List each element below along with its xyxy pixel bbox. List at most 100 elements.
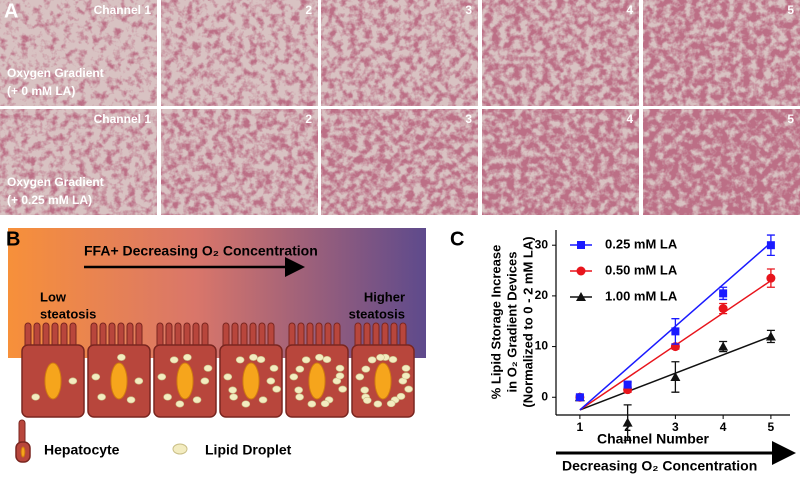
channel-label: 2 — [305, 3, 312, 17]
legend-label: 0.25 mM LA — [605, 236, 678, 251]
channel-label: 4 — [626, 3, 633, 17]
panel-label: C — [450, 228, 464, 250]
point — [576, 292, 586, 301]
lipid-droplet — [335, 364, 345, 372]
lipid-droplet — [269, 364, 279, 372]
x-arrow-label: Decreasing O₂ Concentration — [562, 458, 757, 474]
micrograph-texture — [0, 109, 157, 215]
lipid-droplet — [258, 396, 268, 404]
point — [577, 241, 585, 249]
y-axis-label: % Lipid Storage Increase — [488, 245, 503, 400]
point — [766, 241, 775, 250]
y-tick-label: 20 — [535, 288, 549, 302]
channel-label: Channel 1 — [94, 112, 152, 126]
lipid-droplet — [97, 393, 106, 401]
point — [576, 266, 586, 276]
point — [670, 371, 681, 381]
lipid-droplet — [157, 373, 167, 381]
nucleus — [242, 362, 260, 400]
condition-label: (+ 0.25 mM LA) — [7, 193, 92, 207]
channel-label: 5 — [787, 3, 794, 17]
nucleus — [44, 362, 62, 400]
point — [671, 327, 680, 336]
micrograph-texture — [321, 109, 478, 215]
legend-label: Hepatocyte — [44, 442, 120, 458]
lipid-droplet — [388, 355, 398, 363]
channel-label: 5 — [787, 112, 794, 126]
x-axis-label: Channel Number — [597, 431, 710, 447]
legend-label: Lipid Droplet — [205, 442, 292, 458]
channel-label: 4 — [626, 112, 633, 126]
condition-label: Oxygen Gradient — [7, 66, 104, 80]
lipid-droplet — [295, 365, 305, 373]
lipid-droplet — [68, 377, 78, 385]
lipid-droplet — [126, 396, 136, 404]
condition-label: Oxygen Gradient — [7, 175, 104, 189]
lipid-droplet — [163, 393, 172, 401]
lipid-droplet — [401, 364, 411, 372]
micrograph-texture — [321, 0, 478, 106]
channel-label: 3 — [465, 3, 472, 17]
point — [718, 341, 729, 351]
y-axis-label: (Normalized to 0 - 2 mM LA) — [520, 236, 535, 407]
legend-label: 0.50 mM LA — [605, 262, 678, 277]
point — [719, 289, 728, 298]
lipid-droplet — [183, 353, 192, 361]
lipid-droplet — [307, 400, 317, 408]
lipid-droplet — [235, 356, 245, 364]
lipid-droplet — [294, 386, 303, 394]
lipid-droplet — [404, 385, 413, 393]
nucleus — [176, 362, 194, 400]
lipid-droplet — [266, 377, 276, 385]
lipid-droplet — [396, 392, 406, 400]
lipid-droplet — [91, 373, 101, 381]
lipid-droplet — [301, 356, 311, 364]
micrograph-texture — [643, 109, 800, 215]
micrograph-texture — [161, 109, 318, 215]
lipid-droplet — [31, 393, 40, 401]
lipid-droplet — [338, 385, 347, 393]
lipid-droplet — [175, 400, 185, 408]
gradient-label: FFA+ Decreasing O₂ Concentration — [84, 243, 318, 259]
point — [765, 331, 776, 341]
legend-label: 1.00 mM LA — [605, 288, 678, 303]
x-tick-label: 3 — [672, 420, 679, 434]
y-tick-label: 0 — [541, 389, 548, 403]
high-label: steatosis — [349, 306, 405, 321]
lipid-droplet — [249, 353, 258, 361]
panel-label: A — [4, 0, 18, 22]
lipid-droplet — [256, 355, 266, 363]
lipid-droplet — [401, 372, 411, 380]
low-label: Low — [40, 289, 67, 304]
x-tick-label: 1 — [577, 420, 584, 434]
lipid-droplet — [315, 353, 324, 361]
lipid-droplet — [241, 400, 251, 408]
point — [623, 380, 632, 389]
micrograph-texture — [161, 0, 318, 106]
lipid-droplet — [289, 373, 299, 381]
lipid-droplet — [335, 372, 345, 380]
lipid-droplet — [320, 400, 330, 408]
lipid-droplet — [376, 353, 385, 361]
point — [622, 417, 633, 427]
channel-label: Channel 1 — [94, 3, 152, 17]
micrograph-texture — [0, 0, 157, 106]
nucleus — [374, 362, 392, 400]
y-axis-label: in O₂ Gradient Devices — [504, 252, 519, 393]
micrograph-texture — [643, 0, 800, 106]
lipid-droplet — [169, 356, 179, 364]
lipid-droplet — [295, 393, 304, 401]
panel-label: B — [6, 228, 20, 250]
condition-label: (+ 0 mM LA) — [7, 84, 75, 98]
micrograph-texture — [482, 109, 639, 215]
micrograph-texture — [482, 0, 639, 106]
lipid-droplet — [203, 364, 213, 372]
point — [766, 273, 776, 283]
lipid-droplet — [362, 396, 372, 404]
channel-label: 3 — [465, 112, 472, 126]
lipid-droplet — [355, 373, 365, 381]
x-tick-label: 4 — [720, 420, 727, 434]
lipid-droplet — [322, 355, 332, 363]
nucleus — [110, 362, 128, 400]
y-tick-label: 10 — [535, 339, 549, 353]
